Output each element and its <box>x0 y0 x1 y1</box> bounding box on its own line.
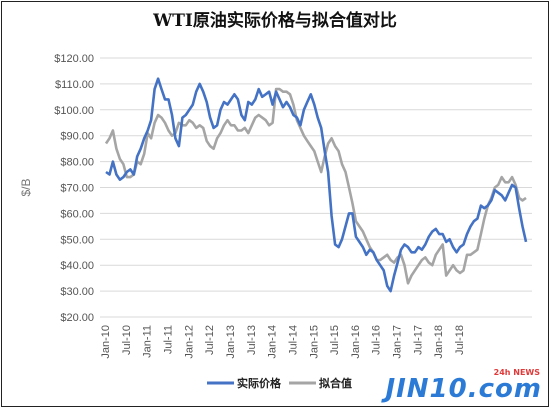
x-axis-ticks: Jan-10 Jul-10 Jan-11 Jul-11 Jan-12 Jul-12 Jan-… <box>100 325 466 359</box>
x-tick-label: Jan-12 <box>183 325 195 359</box>
series-line-actual <box>105 77 528 293</box>
logo-text: JIN10.com <box>385 374 542 404</box>
y-tick-label: $60.00 <box>60 208 94 220</box>
y-tick-label: $120.00 <box>54 53 94 65</box>
x-tick-label: Jul-14 <box>287 325 299 355</box>
x-tick-label: Jul-10 <box>121 325 133 355</box>
chart-title: WTI原油实际价格与拟合值对比 <box>153 11 397 31</box>
logo-sub-text: 24h NEWS <box>493 368 540 377</box>
legend-label-fitted: 拟合值 <box>319 376 352 390</box>
y-tick-label: $40.00 <box>60 260 94 272</box>
series-lines <box>104 77 528 293</box>
jin10-logo: JIN10.com 24h NEWS <box>385 368 542 404</box>
legend: 实际价格 拟合值 <box>207 376 352 390</box>
x-tick-label: Jul-11 <box>162 325 174 354</box>
x-tick-label: Jan-16 <box>350 325 362 359</box>
legend-label-actual: 实际价格 <box>237 376 282 390</box>
y-tick-label: $50.00 <box>60 234 94 246</box>
x-tick-label: Jul-18 <box>454 325 466 355</box>
y-axis-ticks: $20.00 $30.00 $40.00 $50.00 $60.00 $70.00 $80.… <box>54 53 94 324</box>
x-tick-label: Jul-16 <box>371 325 383 355</box>
y-tick-label: $110.00 <box>55 79 94 91</box>
y-tick-label: $30.00 <box>60 286 94 298</box>
y-tick-label: $80.00 <box>60 157 94 169</box>
y-tick-label: $20.00 <box>60 312 94 324</box>
y-tick-label: $100.00 <box>54 105 94 117</box>
x-tick-label: Jan-11 <box>142 325 154 358</box>
x-tick-label: Jan-18 <box>433 325 445 359</box>
x-tick-label: Jan-13 <box>225 325 237 359</box>
x-tick-label: Jul-15 <box>329 325 341 355</box>
x-tick-label: Jul-12 <box>204 325 216 355</box>
x-tick-label: Jan-15 <box>308 325 320 359</box>
series-line-fitted <box>104 87 527 285</box>
y-tick-label: $90.00 <box>60 131 94 143</box>
x-tick-label: Jan-17 <box>392 325 404 359</box>
x-tick-label: Jul-13 <box>246 325 258 355</box>
x-tick-label: Jan-14 <box>267 325 279 359</box>
x-tick-label: Jul-17 <box>412 325 424 355</box>
x-tick-label: Jan-10 <box>100 325 112 359</box>
y-axis-label: $/B <box>19 178 33 196</box>
y-tick-label: $70.00 <box>60 183 94 195</box>
